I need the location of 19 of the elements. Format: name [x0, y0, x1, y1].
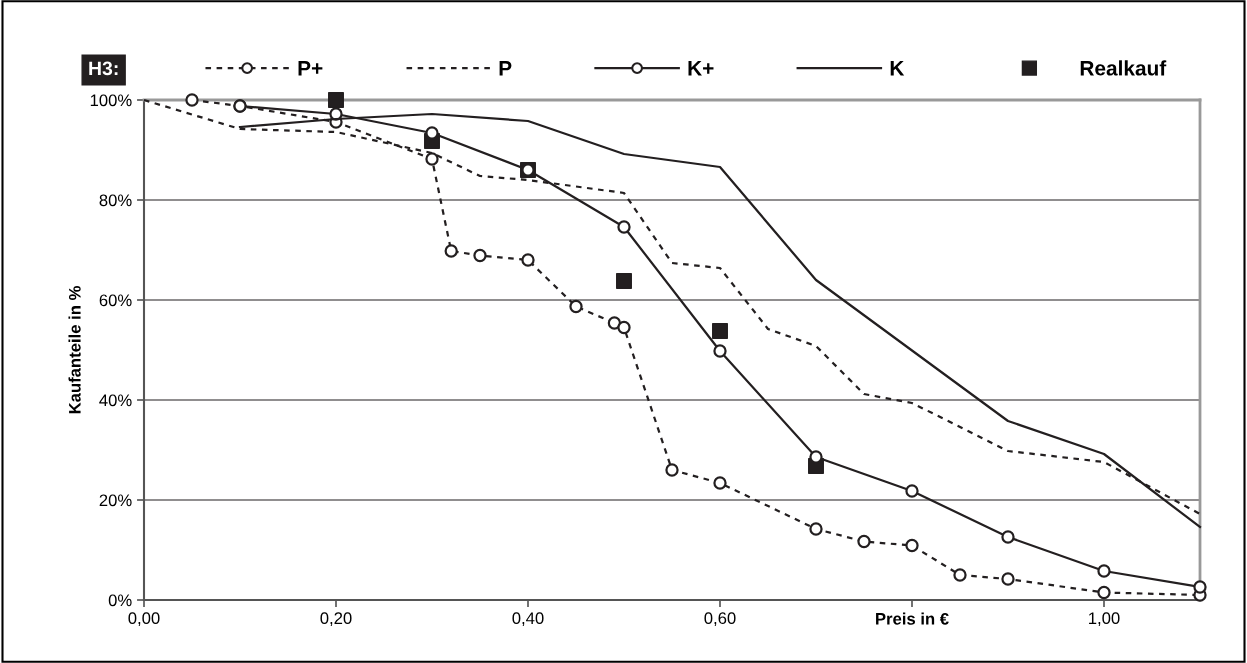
- y-axis-title: Kaufanteile in %: [68, 286, 81, 414]
- y-tick-label: 20%: [99, 494, 132, 507]
- legend-label: K: [890, 61, 905, 76]
- x-axis-title: Preis in €: [876, 612, 949, 625]
- x-tick-label: 0,40: [512, 612, 544, 627]
- y-tick-label: 100%: [90, 94, 132, 107]
- legend-label: K+: [688, 61, 714, 76]
- x-tick-label: 0,20: [320, 612, 352, 627]
- y-tick-label: 80%: [99, 194, 132, 207]
- x-tick-label: 0,00: [128, 612, 160, 627]
- x-tick-label: 1,00: [1089, 612, 1120, 627]
- legend-label: P: [499, 61, 512, 76]
- y-tick-label: 60%: [99, 294, 132, 307]
- legend-label: P+: [298, 61, 323, 76]
- legend-label: Realkauf: [1080, 60, 1167, 76]
- chart-title: H3:: [89, 61, 118, 76]
- x-tick-label: 0,60: [704, 612, 736, 627]
- y-tick-label: 0%: [108, 594, 132, 607]
- y-tick-label: 40%: [99, 394, 132, 407]
